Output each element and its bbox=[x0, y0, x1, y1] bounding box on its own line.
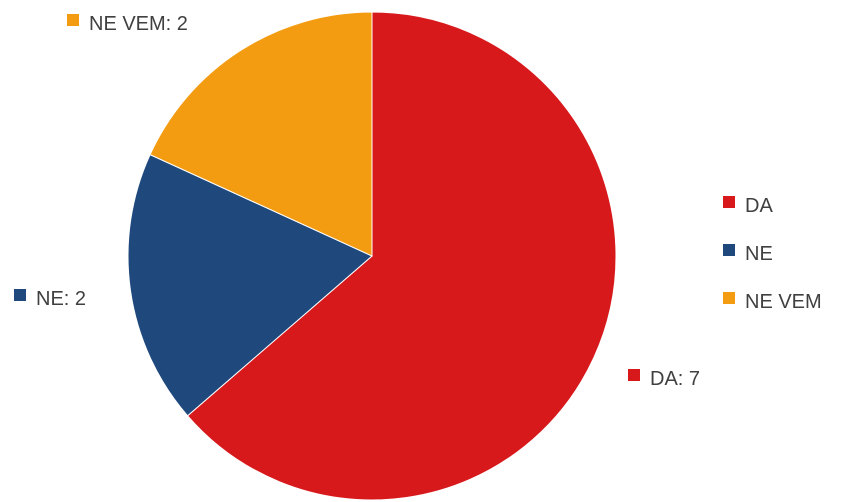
pie-slice-ne bbox=[127, 153, 373, 417]
data-label-marker bbox=[14, 289, 26, 301]
data-label-ne-vem: NE VEM: 2 bbox=[67, 13, 188, 35]
legend-item-da: DA bbox=[723, 195, 773, 217]
data-label-text: DA: 7 bbox=[650, 368, 700, 390]
legend-marker bbox=[723, 244, 735, 256]
legend-item-ne: NE bbox=[723, 243, 773, 265]
legend-marker bbox=[723, 196, 735, 208]
data-labels: DA: 7 NE: 2 NE VEM: 2 bbox=[14, 13, 700, 390]
data-label-marker bbox=[67, 14, 79, 26]
legend-label: NE bbox=[745, 243, 773, 265]
legend: DA NE NE VEM bbox=[723, 195, 822, 313]
legend-item-ne-vem: NE VEM bbox=[723, 291, 822, 313]
data-label-ne: NE: 2 bbox=[14, 288, 86, 310]
pie-slice-ne-vem bbox=[149, 11, 373, 257]
pie-slice-da bbox=[186, 11, 617, 501]
data-label-text: NE: 2 bbox=[36, 288, 86, 310]
pie-slices bbox=[127, 11, 617, 501]
data-label-da: DA: 7 bbox=[628, 368, 700, 390]
data-label-marker bbox=[628, 369, 640, 381]
data-label-text: NE VEM: 2 bbox=[89, 13, 188, 35]
legend-label: NE VEM bbox=[745, 291, 822, 313]
legend-marker bbox=[723, 292, 735, 304]
legend-label: DA bbox=[745, 195, 773, 217]
